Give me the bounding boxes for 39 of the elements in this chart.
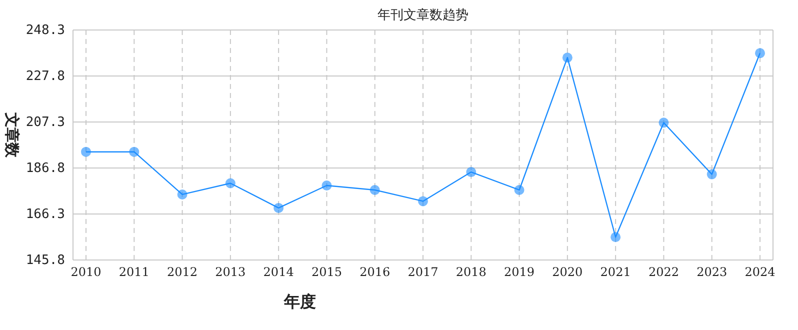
point xyxy=(658,118,669,128)
y-tick-label: 186.8 xyxy=(26,161,65,176)
point xyxy=(562,52,572,63)
x-tick-label: 2014 xyxy=(263,265,294,279)
point xyxy=(514,184,524,195)
x-tick-label: 2015 xyxy=(311,265,342,279)
point xyxy=(370,184,380,195)
y-tick-label: 207.3 xyxy=(26,115,65,130)
x-tick-label: 2018 xyxy=(456,265,486,279)
y-tick-label: 145.8 xyxy=(26,253,65,268)
x-tick-label: 2016 xyxy=(360,265,390,279)
x-tick-label: 2022 xyxy=(648,265,679,279)
x-tick-label: 2010 xyxy=(70,265,102,279)
y-tick-label: 227.8 xyxy=(26,69,65,84)
point xyxy=(755,48,765,58)
x-tick-label: 2011 xyxy=(118,265,150,279)
x-axis-title: 年度 xyxy=(283,292,316,311)
y-axis-title: 文章数 xyxy=(3,112,21,158)
point xyxy=(81,146,91,157)
point xyxy=(274,202,284,213)
x-tick-label: 2017 xyxy=(408,265,438,279)
y-tick-label: 248.3 xyxy=(26,23,65,38)
point xyxy=(177,189,188,200)
x-tick-label: 2019 xyxy=(504,265,535,279)
x-tick-label: 2012 xyxy=(167,265,198,279)
point xyxy=(225,178,236,188)
x-tick-label: 2013 xyxy=(215,265,246,279)
point xyxy=(610,232,621,242)
y-tick-label: 166.3 xyxy=(26,207,65,222)
x-tick-label: 2020 xyxy=(552,265,583,279)
x-tick-label: 2023 xyxy=(696,265,728,279)
point xyxy=(129,146,140,157)
point xyxy=(706,169,717,180)
point xyxy=(418,196,428,206)
chart-title: 年刊文章数趋势 xyxy=(378,8,468,23)
point xyxy=(466,167,476,178)
x-tick-label: 2021 xyxy=(600,265,631,279)
x-tick-label: 2024 xyxy=(744,265,776,279)
point xyxy=(322,180,332,190)
